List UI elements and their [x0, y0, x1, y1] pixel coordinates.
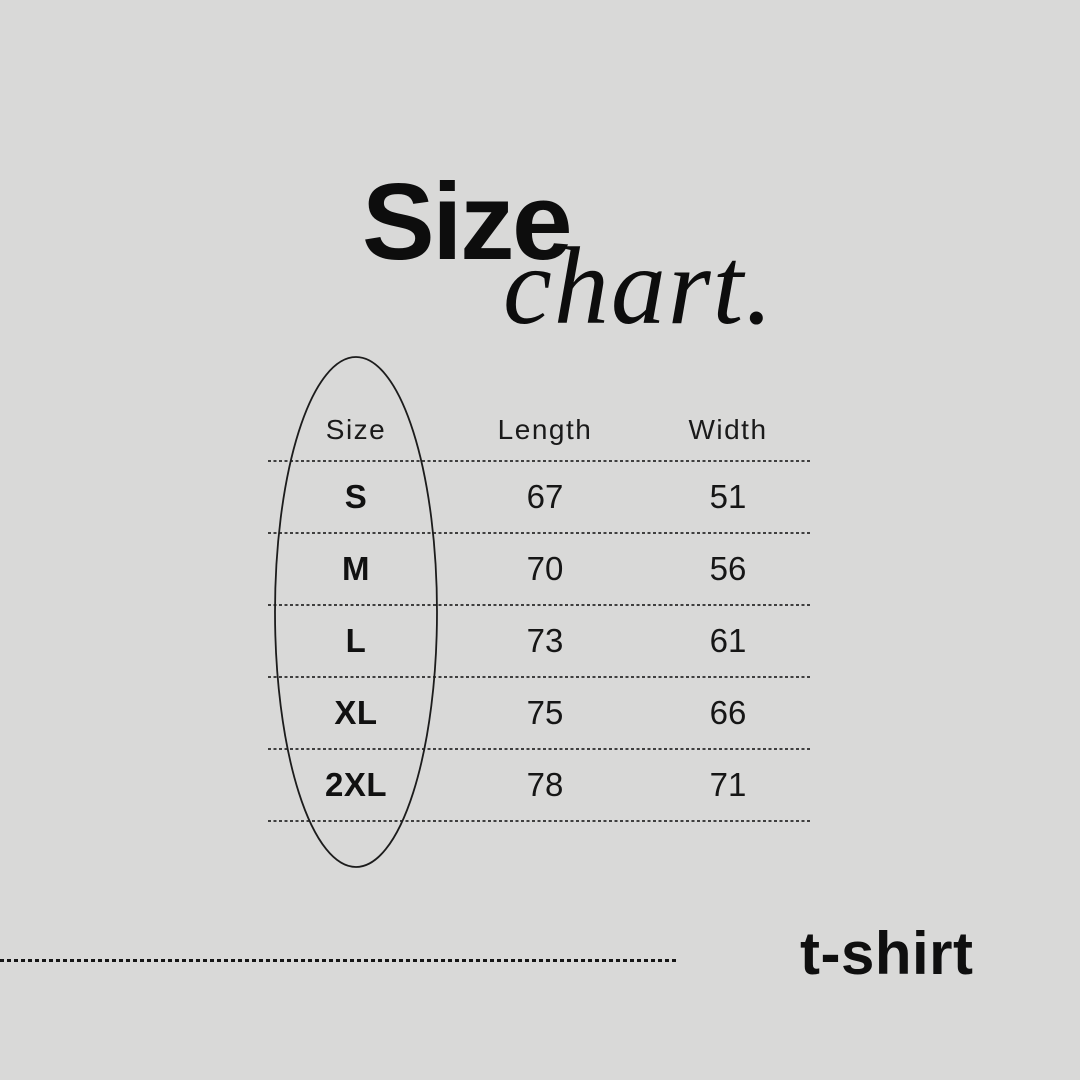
size-label: M: [342, 549, 370, 587]
width-value: 51: [709, 477, 747, 515]
size-table: Size Length Width S 67 51 M 70 56 L 73 6…: [268, 399, 810, 823]
length-value: 75: [526, 694, 564, 732]
width-value: 71: [709, 766, 747, 804]
table-row-xl: XL 75 66: [268, 678, 810, 749]
length-value: 78: [526, 766, 564, 804]
footer-label: t-shirt: [800, 920, 974, 987]
size-label: S: [344, 477, 368, 515]
size-label: L: [345, 622, 367, 660]
table-header-row: Size Length Width: [268, 399, 810, 460]
length-value: 70: [526, 549, 564, 587]
title-word-chart: chart.: [503, 225, 775, 347]
width-value: 61: [709, 622, 747, 660]
table-row-s: S 67 51: [268, 462, 810, 533]
title-word-size: Size: [362, 161, 573, 283]
row-divider: [268, 820, 810, 823]
size-label: XL: [334, 694, 378, 732]
size-label: 2XL: [324, 766, 388, 804]
width-value: 66: [709, 694, 747, 732]
header-width: Width: [688, 413, 768, 445]
length-value: 67: [526, 477, 564, 515]
width-value: 56: [709, 549, 747, 587]
row-divider: [268, 532, 810, 534]
length-value: 73: [526, 622, 564, 660]
table-row-l: L 73 61: [268, 606, 810, 677]
row-divider: [268, 604, 810, 606]
row-divider: [268, 460, 810, 462]
header-length: Length: [497, 413, 593, 445]
table-row-2xl: 2XL 78 71: [268, 750, 810, 821]
footer-dashed-line: [0, 959, 676, 962]
header-size: Size: [325, 413, 387, 445]
row-divider: [268, 676, 810, 678]
row-divider: [268, 748, 810, 750]
table-row-m: M 70 56: [268, 534, 810, 605]
